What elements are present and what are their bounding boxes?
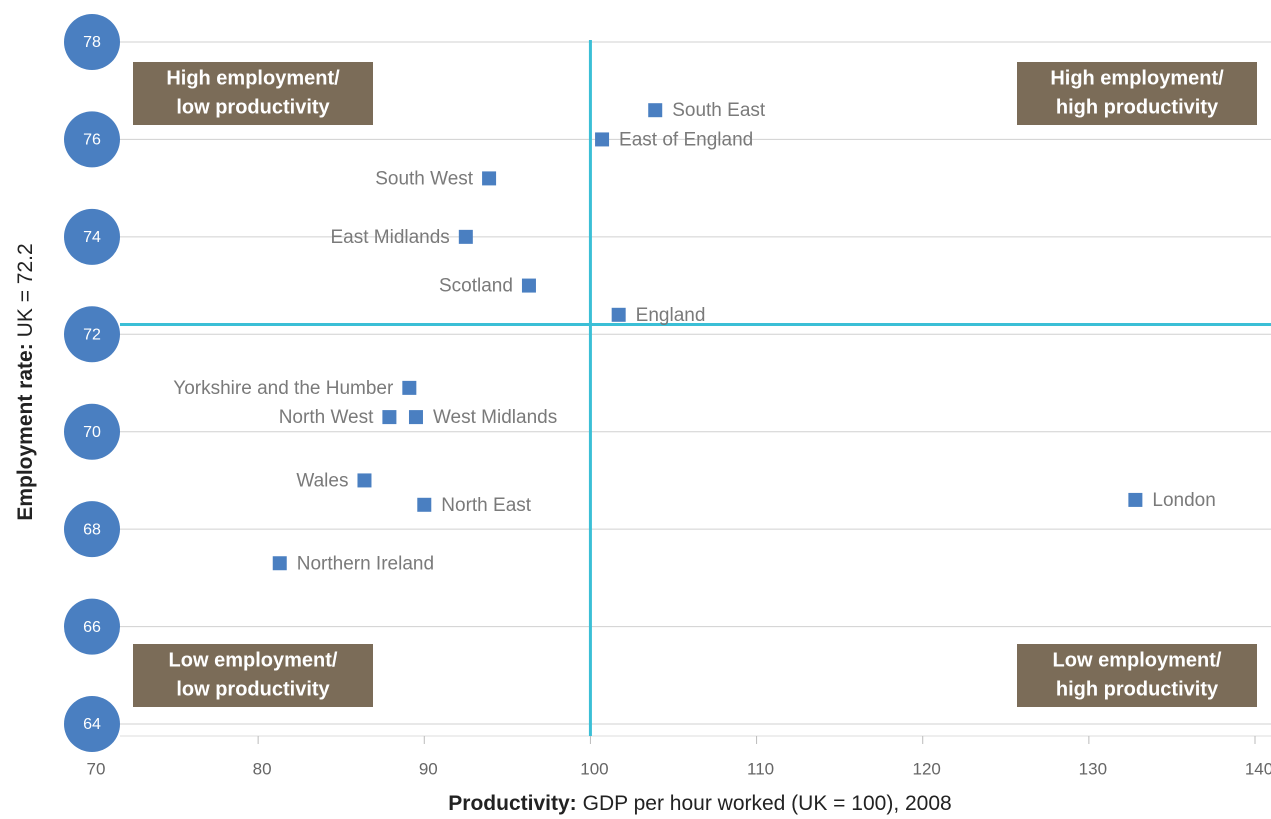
quadrant-label: high productivity	[1056, 96, 1219, 118]
data-point	[648, 103, 663, 118]
x-axis-label-text: GDP per hour worked (UK = 100), 2008	[583, 792, 952, 815]
data-point	[1128, 492, 1143, 507]
y-tick-marker	[64, 696, 120, 752]
y-tick-marker	[64, 598, 120, 655]
quadrant-label: High employment/	[166, 67, 340, 89]
quadrant-label: low productivity	[176, 96, 330, 118]
y-tick-label: 66	[83, 619, 101, 636]
quadrant-label: high productivity	[1056, 678, 1219, 700]
y-tick-marker	[64, 501, 120, 558]
x-axis-label: Productivity: GDP per hour worked (UK = 1…	[448, 792, 951, 815]
x-axis-label-bold: Productivity:	[448, 792, 576, 815]
data-point	[482, 171, 497, 186]
x-tick-label: 130	[1079, 759, 1107, 778]
data-point	[595, 132, 610, 147]
data-point	[458, 229, 473, 244]
data-point	[611, 307, 626, 322]
data-point	[357, 473, 372, 488]
y-tick-marker	[64, 208, 120, 265]
point-label: London	[1152, 490, 1215, 511]
point-label: South East	[672, 100, 766, 121]
point-label: Northern Ireland	[297, 553, 434, 574]
y-tick-label: 64	[83, 716, 101, 733]
data-point	[521, 278, 536, 293]
point-label: Scotland	[439, 276, 513, 297]
data-point	[272, 556, 287, 571]
y-tick-marker	[64, 306, 120, 363]
point-label: England	[636, 305, 706, 326]
x-tick-label: 80	[253, 759, 272, 778]
y-axis-label-bold: Employment rate:	[14, 343, 37, 520]
quadrant-box	[133, 644, 373, 707]
x-tick-label: 120	[913, 759, 941, 778]
y-tick-label: 68	[83, 521, 101, 538]
data-point	[417, 497, 432, 512]
quadrant-label: Low employment/	[1053, 649, 1222, 671]
y-axis-label-text: UK = 72.2	[14, 243, 37, 337]
quadrant-box	[1017, 62, 1257, 125]
data-point	[402, 380, 417, 395]
point-label: East of England	[619, 129, 753, 150]
data-point	[408, 410, 423, 425]
y-tick-label: 76	[83, 132, 101, 149]
y-axis-label: Employment rate: UK = 72.2	[14, 243, 37, 520]
y-tick-label: 78	[83, 34, 101, 51]
point-label: North West	[279, 407, 374, 428]
quadrant-label: High employment/	[1050, 67, 1224, 89]
y-tick-marker	[64, 403, 120, 460]
y-tick-marker	[64, 14, 120, 70]
y-tick-label: 70	[83, 424, 101, 441]
quadrant-label: low productivity	[176, 678, 330, 700]
y-tick-marker	[64, 111, 120, 168]
point-label: Wales	[296, 470, 348, 491]
point-label: South West	[375, 168, 474, 189]
x-tick-label: 70	[87, 759, 106, 778]
data-point	[382, 410, 397, 425]
point-label: Yorkshire and the Humber	[173, 378, 394, 399]
y-tick-label: 72	[83, 327, 101, 344]
x-tick-label: 90	[419, 759, 438, 778]
point-label: West Midlands	[433, 407, 557, 428]
point-label: North East	[441, 495, 531, 516]
quadrant-box	[133, 62, 373, 125]
y-tick-label: 74	[83, 229, 101, 246]
quadrant-box	[1017, 644, 1257, 707]
quadrant-label: Low employment/	[169, 649, 338, 671]
x-tick-label: 110	[747, 759, 774, 778]
point-label: East Midlands	[330, 227, 449, 248]
x-tick-label: 100	[580, 759, 608, 778]
x-tick-label: 140	[1245, 759, 1271, 778]
